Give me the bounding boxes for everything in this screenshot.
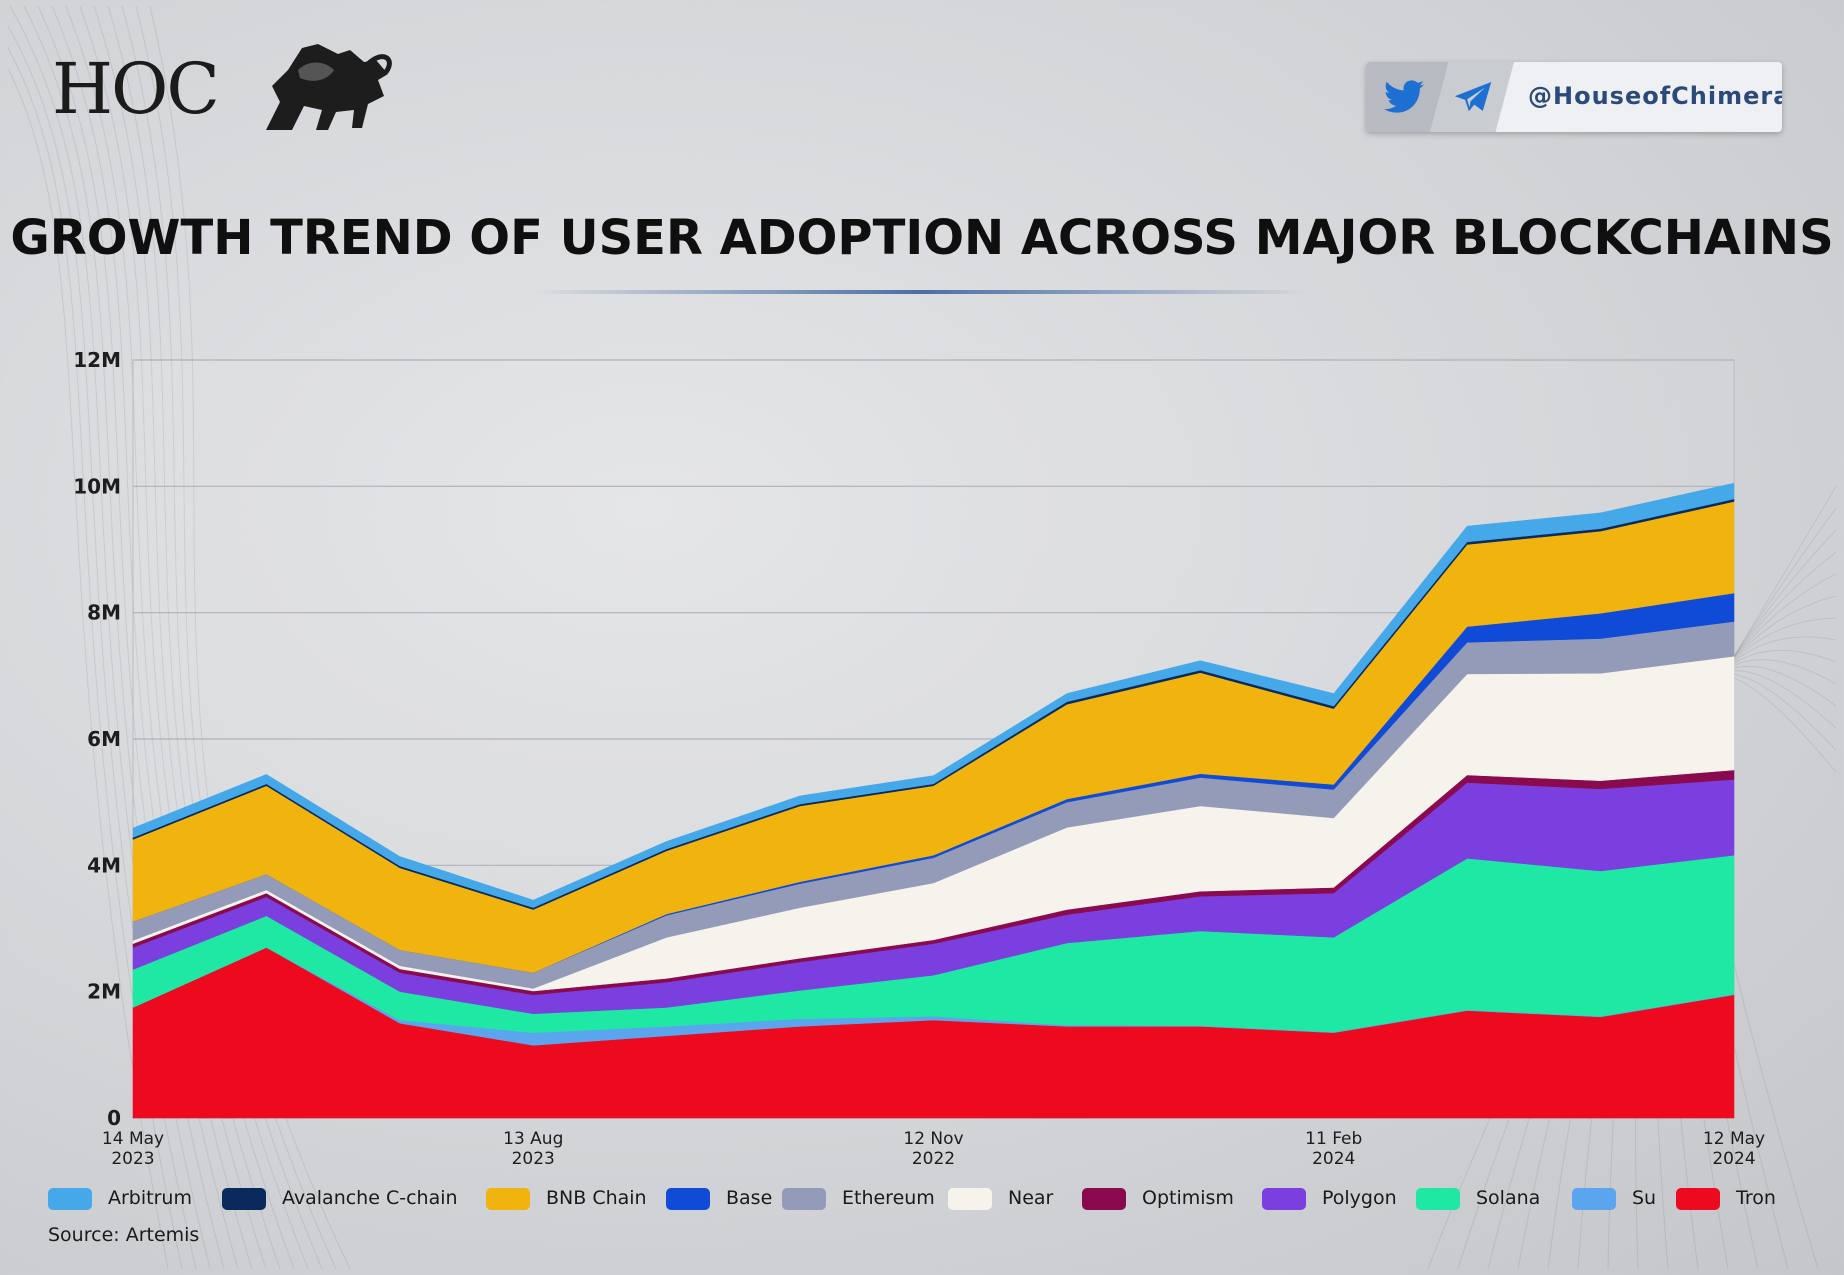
- legend-swatch: [1416, 1188, 1460, 1210]
- legend-swatch: [1262, 1188, 1306, 1210]
- legend-label: Near: [1008, 1187, 1054, 1209]
- x-tick-label: 12 Nov: [903, 1129, 963, 1149]
- legend-label: Tron: [1736, 1187, 1776, 1209]
- legend-swatch: [1572, 1188, 1616, 1210]
- y-tick-label: 8M: [87, 601, 121, 625]
- x-tick-year: 2024: [1712, 1149, 1755, 1169]
- y-tick-label: 4M: [87, 853, 121, 877]
- legend-swatch: [666, 1188, 710, 1210]
- chart-title: GROWTH TREND OF USER ADOPTION ACROSS MAJ…: [10, 210, 1834, 266]
- legend-swatch: [948, 1188, 992, 1210]
- legend-swatch: [222, 1188, 266, 1210]
- y-tick-label: 2M: [87, 980, 121, 1004]
- social-handle[interactable]: @HouseofChimera: [1528, 82, 1782, 110]
- title-underline: [530, 290, 1310, 294]
- y-tick-label: 10M: [73, 474, 121, 498]
- series-area-arbitrum: [132, 482, 1735, 908]
- legend-label: Avalanche C-chain: [282, 1187, 458, 1209]
- x-tick-label: 12 May: [1703, 1129, 1765, 1149]
- legend-label: Su: [1632, 1187, 1657, 1209]
- legend-label: Arbitrum: [108, 1187, 192, 1209]
- chimera-logo-icon: [266, 44, 392, 130]
- y-tick-label: 0: [107, 1106, 121, 1130]
- telegram-icon: [1454, 81, 1492, 112]
- legend-swatch: [48, 1188, 92, 1210]
- legend-label: Solana: [1476, 1187, 1541, 1209]
- social-handle-badge[interactable]: @HouseofChimera: [1366, 62, 1782, 132]
- x-tick-year: 2024: [1312, 1149, 1355, 1169]
- x-tick-label: 11 Feb: [1305, 1129, 1362, 1149]
- x-tick-year: 2022: [912, 1149, 955, 1169]
- x-tick-label: 13 Aug: [503, 1129, 563, 1149]
- y-tick-label: 12M: [73, 348, 121, 372]
- legend-swatch: [782, 1188, 826, 1210]
- y-tick-label: 6M: [87, 727, 121, 751]
- x-tick-label: 14 May: [102, 1129, 164, 1149]
- legend-swatch: [1082, 1188, 1126, 1210]
- x-tick-year: 2023: [111, 1149, 154, 1169]
- x-tick-year: 2023: [512, 1149, 555, 1169]
- legend-label: Polygon: [1322, 1187, 1397, 1209]
- legend-label: BNB Chain: [546, 1187, 647, 1209]
- chart-legend: Arbitrum Avalanche C-chain BNB Chain Base Et…: [48, 1185, 1844, 1215]
- bg-contour-line: [8, 47, 183, 1269]
- legend-label: Ethereum: [842, 1187, 935, 1209]
- source-note: Source: Artemis: [48, 1224, 200, 1246]
- legend-label: Base: [726, 1187, 773, 1209]
- legend-swatch: [486, 1188, 530, 1210]
- twitter-icon: [1384, 80, 1424, 113]
- logo-text: HOC: [52, 48, 220, 130]
- legend-swatch: [1676, 1188, 1720, 1210]
- bg-contour-line: [8, 67, 169, 1269]
- legend-label: Optimism: [1142, 1187, 1234, 1209]
